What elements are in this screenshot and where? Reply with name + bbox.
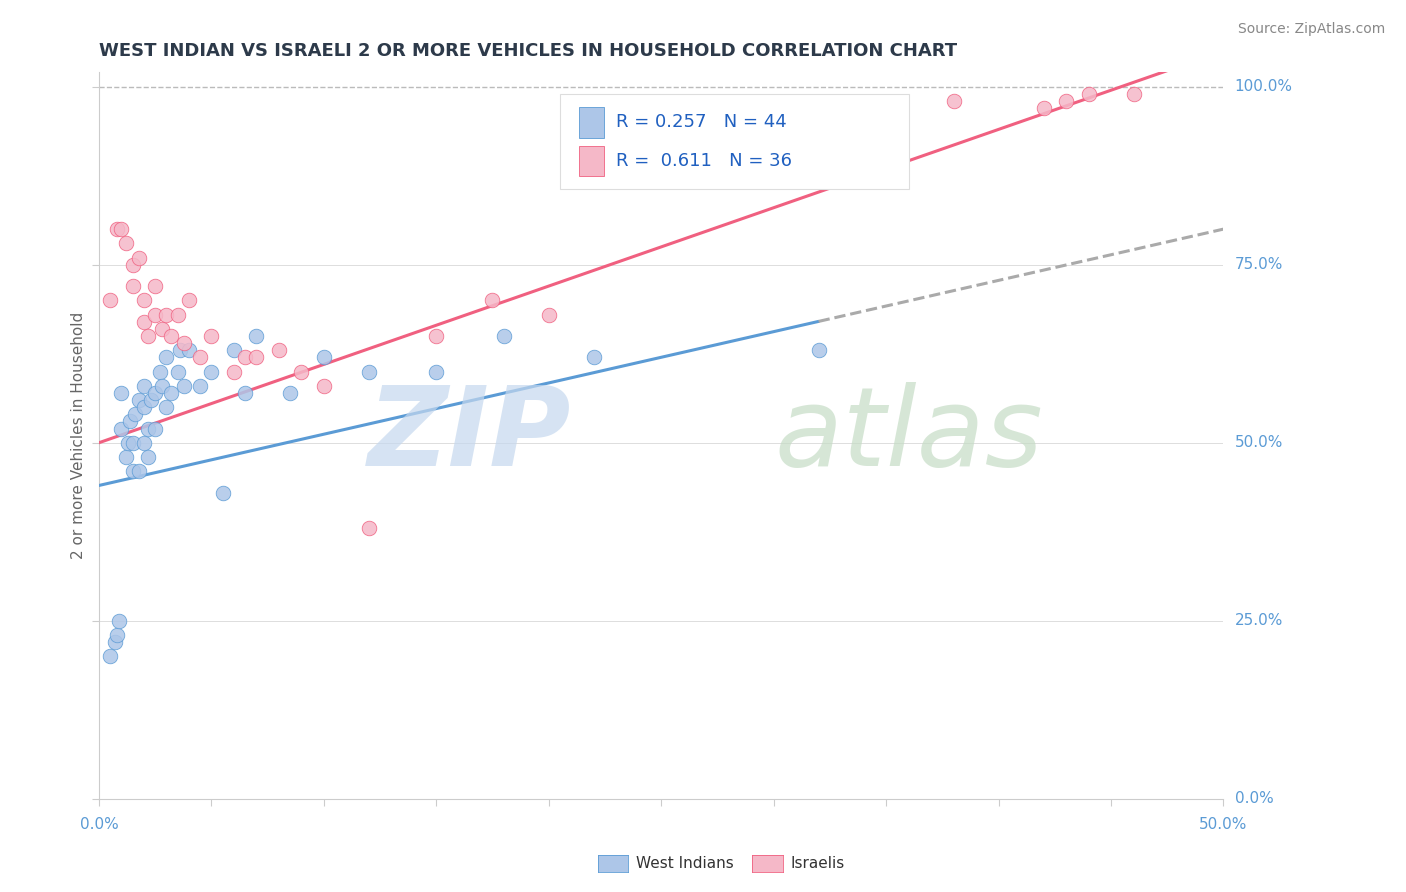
Point: [115, 236, 138, 251]
Point: [188, 351, 211, 365]
Point: [481, 293, 503, 308]
Point: [124, 407, 146, 421]
Point: [121, 279, 143, 293]
Point: [160, 329, 183, 343]
Point: [160, 385, 183, 400]
Point: [166, 365, 188, 379]
Point: [132, 315, 155, 329]
Point: [104, 635, 127, 649]
Point: [117, 435, 139, 450]
Point: [150, 322, 173, 336]
Point: [155, 400, 177, 414]
Point: [155, 308, 177, 322]
Point: [425, 329, 447, 343]
Point: [166, 308, 188, 322]
Point: [188, 378, 211, 392]
Point: [942, 94, 965, 108]
Point: [245, 351, 267, 365]
Point: [537, 308, 560, 322]
Point: [110, 421, 132, 435]
Point: [267, 343, 290, 358]
Point: [222, 343, 245, 358]
Point: [138, 329, 160, 343]
Text: Israelis: Israelis: [790, 856, 845, 871]
Point: [143, 385, 166, 400]
Text: Source: ZipAtlas.com: Source: ZipAtlas.com: [1237, 22, 1385, 37]
Point: [115, 450, 138, 464]
Bar: [579, 145, 603, 177]
Text: R = 0.257   N = 44: R = 0.257 N = 44: [616, 112, 787, 131]
Point: [1122, 87, 1144, 101]
Point: [108, 614, 131, 628]
Point: [138, 450, 160, 464]
Point: [169, 343, 191, 358]
Point: [582, 351, 605, 365]
Point: [357, 365, 380, 379]
Point: [98, 649, 121, 664]
Point: [278, 385, 301, 400]
Point: [120, 414, 142, 428]
Point: [1077, 87, 1099, 101]
Point: [425, 365, 447, 379]
Point: [110, 385, 132, 400]
Point: [233, 351, 256, 365]
Point: [98, 293, 121, 308]
Point: [830, 101, 852, 115]
Point: [173, 378, 195, 392]
Point: [211, 485, 233, 500]
Point: [807, 343, 830, 358]
Point: [128, 464, 150, 478]
Text: 75.0%: 75.0%: [1234, 257, 1282, 272]
Text: R =  0.611   N = 36: R = 0.611 N = 36: [616, 152, 792, 170]
Point: [200, 329, 222, 343]
FancyBboxPatch shape: [560, 95, 908, 188]
Point: [155, 351, 177, 365]
Point: [105, 628, 128, 642]
Text: 0.0%: 0.0%: [1234, 791, 1274, 806]
Point: [312, 378, 335, 392]
Text: 100.0%: 100.0%: [1234, 79, 1292, 95]
Point: [177, 293, 200, 308]
Point: [233, 385, 256, 400]
Point: [492, 329, 515, 343]
Point: [121, 258, 143, 272]
Text: ZIP: ZIP: [368, 382, 571, 489]
Point: [357, 521, 380, 535]
Text: 25.0%: 25.0%: [1234, 614, 1282, 628]
Point: [177, 343, 200, 358]
Point: [110, 222, 132, 236]
Point: [1054, 94, 1077, 108]
Point: [150, 378, 173, 392]
Point: [121, 435, 143, 450]
Bar: [579, 107, 603, 137]
Text: atlas: atlas: [775, 382, 1043, 489]
Point: [138, 421, 160, 435]
Text: 50.0%: 50.0%: [1199, 817, 1247, 832]
Point: [143, 421, 166, 435]
Point: [132, 378, 155, 392]
Point: [139, 392, 162, 407]
Point: [312, 351, 335, 365]
Point: [290, 365, 312, 379]
Text: West Indians: West Indians: [636, 856, 734, 871]
Point: [143, 279, 166, 293]
Y-axis label: 2 or more Vehicles in Household: 2 or more Vehicles in Household: [72, 312, 86, 559]
Text: WEST INDIAN VS ISRAELI 2 OR MORE VEHICLES IN HOUSEHOLD CORRELATION CHART: WEST INDIAN VS ISRAELI 2 OR MORE VEHICLE…: [98, 42, 957, 60]
Point: [128, 392, 150, 407]
Point: [173, 336, 195, 351]
Point: [132, 435, 155, 450]
Point: [128, 251, 150, 265]
Point: [149, 365, 172, 379]
Point: [245, 329, 267, 343]
Point: [121, 464, 143, 478]
Text: 50.0%: 50.0%: [1234, 435, 1282, 450]
Point: [1032, 101, 1054, 115]
Point: [143, 308, 166, 322]
Text: 0.0%: 0.0%: [80, 817, 118, 832]
Point: [222, 365, 245, 379]
Point: [132, 293, 155, 308]
Point: [200, 365, 222, 379]
Point: [105, 222, 128, 236]
Point: [132, 400, 155, 414]
